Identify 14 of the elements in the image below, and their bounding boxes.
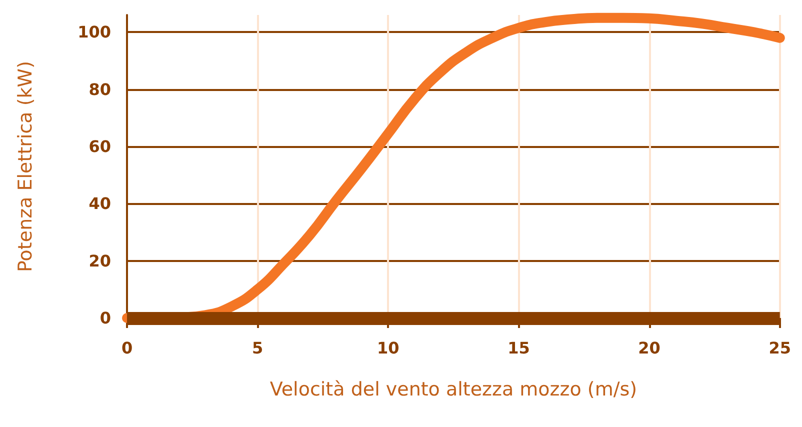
y-tick-label: 60: [88, 136, 111, 156]
x-tick-label: 10: [377, 338, 400, 358]
y-tick-label: 80: [88, 80, 111, 99]
x-tick-label: 20: [638, 338, 660, 358]
y-tick-label: 40: [88, 194, 111, 214]
x-tick-label: 25: [768, 338, 791, 358]
x-tick-label: 15: [508, 338, 530, 358]
y-tick-label: 100: [78, 22, 111, 42]
y-tick-label: 0: [100, 308, 111, 328]
x-tick-label: 5: [252, 338, 264, 358]
x-tick-label: 0: [121, 338, 133, 358]
y-axis-title: Potenza Elettrica (kW): [14, 61, 36, 272]
x-axis-title: Velocità del vento altezza mozzo (m/s): [270, 378, 638, 400]
y-tick-label: 20: [88, 251, 111, 270]
